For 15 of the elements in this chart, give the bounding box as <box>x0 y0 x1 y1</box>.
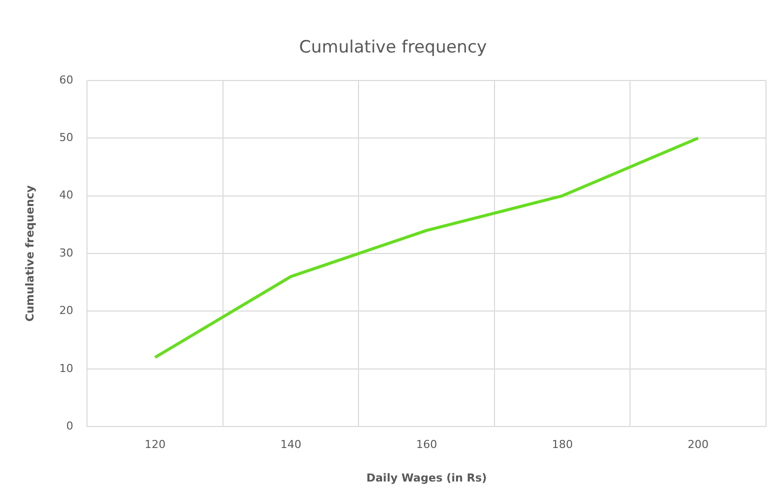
x-tick-label: 180 <box>552 438 573 452</box>
x-tick-label: 140 <box>280 438 302 452</box>
x-axis-title: Daily Wages (in Rs) <box>366 471 487 484</box>
y-tick-label: 50 <box>59 130 74 144</box>
y-tick-label: 10 <box>59 362 74 375</box>
y-tick-label: 40 <box>59 188 74 202</box>
x-tick-label: 160 <box>416 438 438 452</box>
y-axis-title: Cumulative frequency <box>23 185 36 322</box>
y-tick-label: 20 <box>59 304 74 318</box>
y-tick-label: 0 <box>66 419 74 432</box>
x-tick-label: 200 <box>688 438 709 452</box>
y-tick-label: 60 <box>59 73 74 86</box>
x-tick-label: 120 <box>144 438 166 452</box>
chart-title: Cumulative frequency <box>299 38 487 58</box>
y-tick-label: 30 <box>59 246 74 260</box>
